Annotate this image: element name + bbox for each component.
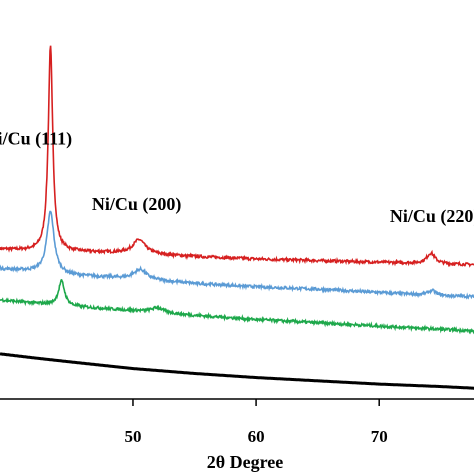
annotations: Ni/Cu (111) Ni/Cu (200) Ni/Cu (220) [0, 128, 474, 227]
series-line-2 [0, 210, 474, 300]
x-axis-ticks: 50 60 70 [124, 399, 388, 446]
x-tick-label: 60 [248, 427, 265, 446]
series-line-1 [0, 45, 474, 268]
x-tick-label: 50 [124, 427, 141, 446]
series-line-3 [0, 278, 474, 335]
peak-annotation: Ni/Cu (111) [0, 128, 72, 149]
x-axis-title: 2θ Degree [207, 452, 284, 472]
peak-annotation: Ni/Cu (200) [92, 194, 182, 215]
x-tick-label: 70 [371, 427, 388, 446]
plot-area [0, 45, 474, 390]
series-line-4 [0, 352, 474, 390]
peak-annotation: Ni/Cu (220) [390, 206, 474, 227]
